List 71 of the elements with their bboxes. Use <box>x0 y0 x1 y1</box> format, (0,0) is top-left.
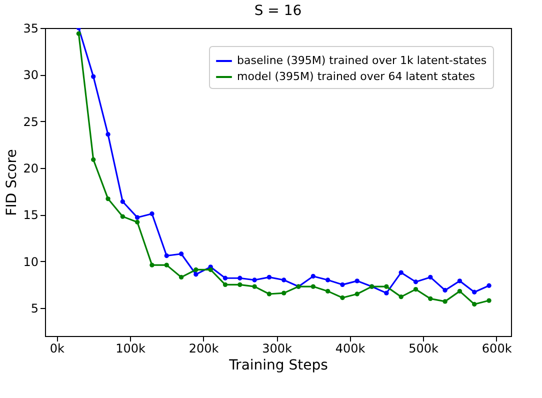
point <box>325 288 330 294</box>
point <box>252 278 257 282</box>
point <box>472 302 477 307</box>
point <box>194 267 198 272</box>
point <box>398 294 404 300</box>
point <box>164 262 169 268</box>
point <box>310 274 316 279</box>
point <box>178 274 184 280</box>
x-tick-label: 100k <box>116 342 146 356</box>
point <box>266 292 272 296</box>
point <box>340 295 345 300</box>
y-tick-label: 20 <box>23 162 38 176</box>
point <box>472 290 477 294</box>
point <box>310 284 316 289</box>
point <box>134 215 140 220</box>
legend-label: model (395M) trained over 64 latent states <box>237 70 476 83</box>
point <box>457 288 462 294</box>
point <box>457 278 462 284</box>
point <box>194 272 198 277</box>
point <box>354 292 360 296</box>
x-axis-title: Training Steps <box>228 358 328 374</box>
point <box>442 288 448 293</box>
point <box>150 262 154 268</box>
chart-title: S = 16 <box>254 3 302 19</box>
point <box>442 299 448 304</box>
point <box>428 296 433 302</box>
point <box>106 196 110 202</box>
y-tick-label: 25 <box>23 114 38 129</box>
point <box>413 280 418 284</box>
point <box>178 252 184 256</box>
y-tick-label: 10 <box>23 254 38 269</box>
x-tick-label: 200k <box>188 342 219 356</box>
point <box>428 274 433 280</box>
point <box>91 74 96 79</box>
point <box>266 274 272 280</box>
point <box>413 286 418 292</box>
point <box>106 132 110 137</box>
x-tick-label: 0k <box>50 342 65 356</box>
point <box>384 290 389 296</box>
point <box>150 211 154 216</box>
point <box>486 298 492 303</box>
point <box>91 157 96 162</box>
point <box>238 276 242 280</box>
point <box>282 278 286 282</box>
x-tick-label: 600k <box>482 342 512 356</box>
legend-label: baseline (395M) trained over 1k latent-states <box>237 54 487 67</box>
point <box>252 284 257 289</box>
x-tick-label: 500k <box>408 342 439 356</box>
point <box>486 283 492 288</box>
point <box>208 267 213 272</box>
y-tick-label: 35 <box>23 22 38 36</box>
point <box>325 278 330 282</box>
point <box>282 290 286 296</box>
point <box>398 270 404 275</box>
point <box>164 253 169 258</box>
point <box>384 284 389 289</box>
x-tick-label: 300k <box>262 342 292 356</box>
point <box>340 282 345 288</box>
point <box>76 31 82 36</box>
point <box>222 282 228 288</box>
y-tick-label: 5 <box>30 302 38 316</box>
point <box>238 282 242 288</box>
point <box>222 276 228 280</box>
y-axis-title: FID Score <box>4 149 20 216</box>
x-tick-label: 400k <box>335 342 366 356</box>
y-tick-label: 30 <box>23 68 38 82</box>
y-tick-label: 15 <box>23 208 38 222</box>
point <box>354 278 360 284</box>
point <box>134 220 140 224</box>
point <box>120 199 126 204</box>
point <box>120 214 126 219</box>
